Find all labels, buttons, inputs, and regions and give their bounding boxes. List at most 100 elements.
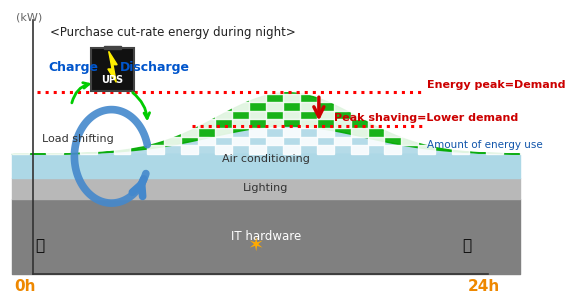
Bar [232,137,249,145]
Bar [266,68,283,77]
Bar [452,94,469,102]
Bar [486,128,503,137]
Bar [418,145,435,154]
Bar [435,102,452,111]
Bar [130,137,147,145]
Bar [283,94,300,102]
Bar [283,59,300,68]
Bar [12,77,29,85]
Bar [385,59,402,68]
Bar [113,111,130,120]
Bar [435,120,452,128]
Bar [385,111,402,120]
Bar [249,77,266,85]
Bar [63,85,80,94]
Bar [164,120,181,128]
Bar [198,120,215,128]
Bar [198,85,215,94]
Bar [80,94,97,102]
Bar [520,59,537,68]
Bar [97,51,113,59]
Bar [503,51,520,59]
Bar [452,145,469,154]
Bar [147,59,164,68]
Bar [300,102,317,111]
Text: Energy peak=Demand: Energy peak=Demand [427,80,565,90]
Bar [350,59,368,68]
Bar [147,145,164,154]
Bar [46,111,63,120]
Bar [402,120,418,128]
Bar [486,77,503,85]
Text: ✶: ✶ [247,236,264,255]
Bar [130,51,147,59]
Bar [29,137,46,145]
Bar [520,94,537,102]
Bar [266,51,283,59]
Bar [249,59,266,68]
Text: IT hardware: IT hardware [231,230,301,243]
Bar [469,51,486,59]
Bar [469,68,486,77]
Bar [97,68,113,77]
Bar [435,137,452,145]
Bar [198,137,215,145]
Bar [402,137,418,145]
Bar [368,68,385,77]
Bar [63,120,80,128]
Bar [385,145,402,154]
Bar [46,59,63,68]
Text: Air conditioning: Air conditioning [222,154,310,164]
Bar [215,145,232,154]
Bar [486,111,503,120]
Bar [486,94,503,102]
Bar [164,85,181,94]
Bar [181,145,198,154]
Bar [147,77,164,85]
Bar [503,102,520,111]
Bar [80,145,97,154]
Bar [350,111,368,120]
Bar [520,145,537,154]
Bar [368,137,385,145]
Bar [266,137,283,145]
Bar [503,137,520,145]
Bar [469,102,486,111]
Bar [317,94,333,102]
Bar [368,102,385,111]
Text: Amount of energy use: Amount of energy use [427,140,542,150]
Bar [181,111,198,120]
Bar [402,51,418,59]
Bar [232,120,249,128]
Bar [46,128,63,137]
Text: 0h: 0h [14,279,36,294]
Bar [198,51,215,59]
Bar [402,85,418,94]
Bar [198,68,215,77]
Text: Peak shaving=Lower demand: Peak shaving=Lower demand [333,113,518,123]
Bar [350,145,368,154]
FancyBboxPatch shape [91,48,134,91]
Bar [80,111,97,120]
Bar [215,59,232,68]
Bar [147,128,164,137]
Bar [63,51,80,59]
Bar [12,145,29,154]
Bar [249,128,266,137]
Text: 24h: 24h [468,279,500,294]
Bar [63,102,80,111]
Bar [29,68,46,77]
Text: UPS: UPS [101,75,123,85]
Bar [435,85,452,94]
Bar [46,77,63,85]
Bar [164,68,181,77]
Bar [249,111,266,120]
Bar [486,145,503,154]
Bar [435,51,452,59]
Bar [164,51,181,59]
Bar [113,145,130,154]
Bar [249,94,266,102]
Bar [418,77,435,85]
Bar [503,120,520,128]
Bar [29,85,46,94]
